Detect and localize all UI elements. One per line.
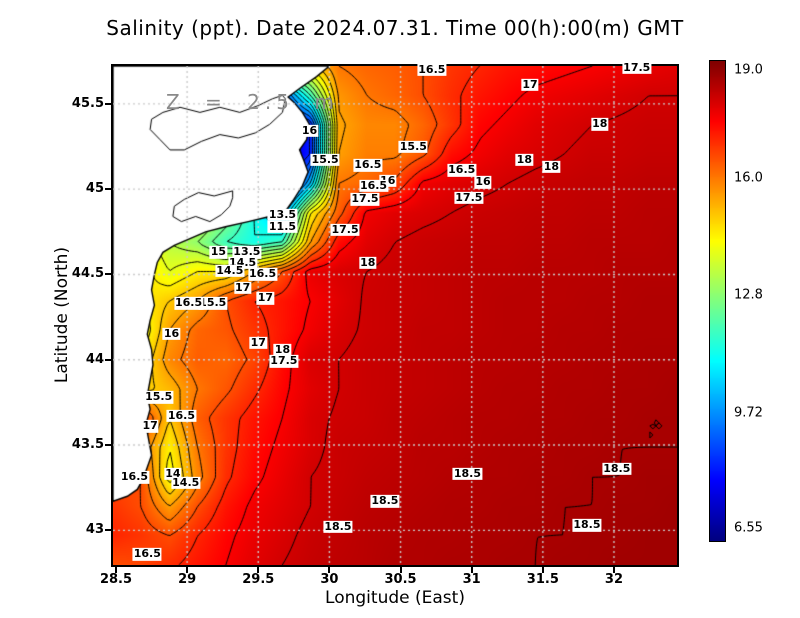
contour-label: 13.5: [267, 207, 298, 221]
x-axis-title: Longitude (East): [325, 588, 465, 608]
contour-label: 17.5: [330, 222, 360, 237]
x-tick-label: 30: [320, 572, 339, 587]
x-tick-mark: [612, 567, 615, 573]
contour-label: 14.5: [171, 475, 201, 489]
y-tick-mark: [105, 188, 111, 191]
x-tick-label: 28.5: [99, 572, 133, 587]
contour-label: 17: [521, 77, 539, 92]
colorbar-tick-label: 16.0: [734, 170, 763, 186]
colorbar: [709, 60, 726, 542]
y-tick-label: 44.5: [71, 266, 104, 282]
contour-label: 16: [162, 327, 181, 341]
x-tick-mark: [186, 567, 189, 573]
y-axis-title: Latitude (North): [52, 246, 72, 384]
contour-label: 17.5: [350, 192, 380, 206]
contour-label: 17: [249, 335, 267, 349]
x-tick-mark: [470, 567, 473, 573]
depth-annotation: Z = 2.5 m: [166, 90, 339, 114]
y-tick-mark: [105, 529, 111, 532]
contour-label: 18.5: [370, 494, 400, 508]
y-tick-label: 45: [85, 181, 104, 197]
contour-label: 16.5: [353, 158, 383, 172]
contour-label: 18.5: [323, 519, 353, 534]
x-tick-mark: [114, 567, 117, 573]
x-tick-mark: [541, 567, 544, 573]
contour-label: 18: [273, 342, 292, 356]
y-tick-mark: [105, 444, 111, 447]
colorbar-tick-label: 9.72: [734, 405, 763, 421]
contour-label: 17.5: [269, 354, 299, 368]
contour-label: 16.5: [173, 296, 204, 310]
contour-label: 16.5: [132, 547, 162, 561]
contour-label: 18.5: [572, 518, 602, 532]
contour-label: 15: [209, 245, 228, 259]
contour-label: 16.5: [166, 408, 196, 423]
colorbar-tick-label: 19.0: [734, 62, 763, 78]
x-tick-label: 29: [178, 572, 197, 587]
salinity-field-map: [113, 66, 677, 565]
contour-label: 15.5: [398, 139, 428, 153]
y-tick-mark: [105, 358, 111, 361]
contour-label: 15.5: [144, 390, 174, 404]
contour-label: 15.5: [310, 153, 340, 167]
contour-label: 18: [542, 159, 561, 174]
x-tick-label: 31: [462, 572, 481, 587]
contour-label: 18: [591, 117, 609, 131]
x-tick-label: 30.5: [384, 572, 417, 587]
contour-label: 16.5: [417, 62, 447, 76]
contour-label: 17.5: [622, 60, 652, 75]
contour-label: 13.5: [232, 245, 262, 259]
contour-label: 18: [359, 255, 377, 269]
x-tick-label: 32: [604, 572, 624, 587]
contour-label: 11.5: [267, 219, 298, 233]
contour-label: 18: [515, 153, 533, 167]
x-tick-label: 31.5: [526, 572, 559, 587]
contour-label: 16: [474, 175, 492, 189]
y-tick-mark: [105, 102, 111, 105]
contour-label: 16.5: [447, 163, 477, 177]
contour-label: 16.5: [358, 178, 389, 192]
colorbar-tick-label: 6.55: [734, 520, 763, 536]
x-tick-mark: [328, 567, 331, 573]
contour-label: 16: [300, 124, 319, 138]
contour-label: 17.5: [454, 190, 484, 204]
y-tick-label: 43.5: [71, 437, 104, 453]
contour-label: 14.5: [215, 263, 245, 278]
y-tick-label: 43: [85, 522, 104, 538]
y-tick-label: 45.5: [71, 95, 104, 111]
contour-label: 15.5: [198, 296, 228, 310]
y-tick-mark: [105, 273, 111, 276]
colorbar-tick-label: 12.8: [734, 287, 763, 303]
contour-label: 16.5: [247, 267, 278, 281]
x-tick-mark: [399, 567, 402, 573]
figure-title: Salinity (ppt). Date 2024.07.31. Time 00…: [106, 16, 684, 40]
contour-label: 18.5: [602, 461, 632, 476]
contour-label: 17: [141, 419, 159, 433]
contour-label: 16.5: [119, 470, 150, 484]
x-tick-label: 29.5: [242, 572, 275, 587]
contour-label: 18.5: [452, 466, 482, 481]
y-tick-label: 44: [85, 351, 104, 367]
x-tick-mark: [257, 567, 260, 573]
contour-label: 17: [256, 291, 275, 305]
contour-label: 17: [233, 280, 252, 295]
